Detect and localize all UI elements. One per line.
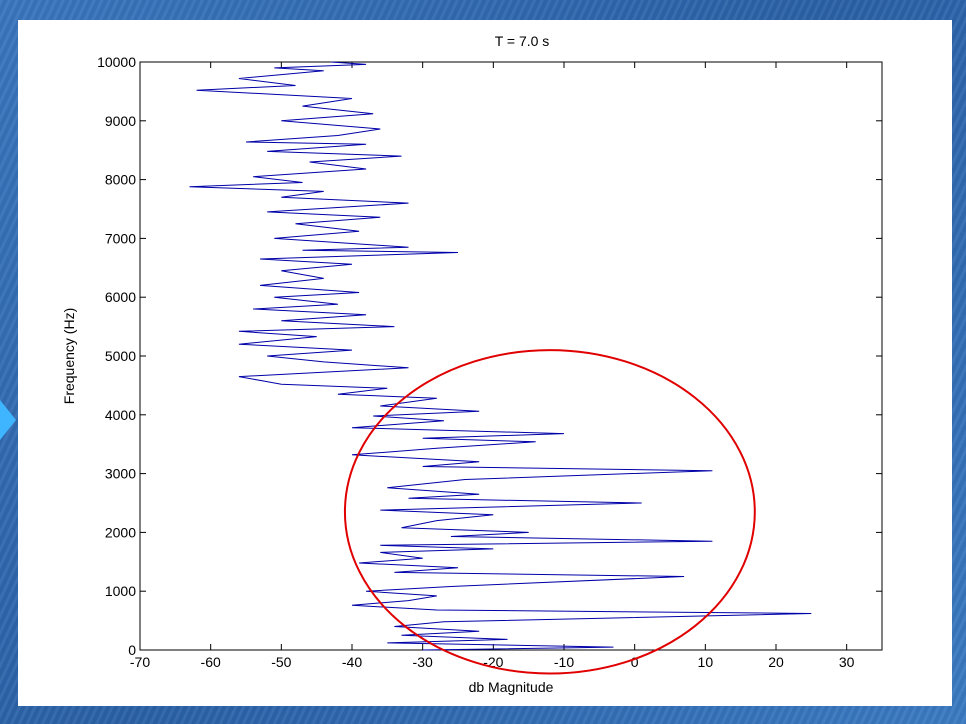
x-tick-label: -70 <box>130 654 150 670</box>
y-tick-label: 9000 <box>105 113 136 129</box>
y-tick-label: 5000 <box>105 348 136 364</box>
x-tick-label: -10 <box>554 654 574 670</box>
plot-frame <box>139 61 883 651</box>
x-tick-label: 0 <box>631 654 639 670</box>
x-tick-label: -60 <box>201 654 221 670</box>
y-axis: 0 1000 2000 3000 4000 5000 6000 7000 8000 9000 100… <box>97 54 882 658</box>
spectrum-chart: T = 7.0 s -70 -60 -50 -40 -30 -20 -10 0 10 20 30 0… <box>61 33 883 695</box>
x-tick-label: 10 <box>698 654 714 670</box>
y-tick-label: 6000 <box>105 289 136 305</box>
highlight-ellipse <box>343 349 756 675</box>
x-axis-label: db Magnitude <box>469 679 554 695</box>
y-tick-label: 7000 <box>105 230 136 246</box>
x-tick-label: -30 <box>413 654 433 670</box>
x-tick-label: -40 <box>342 654 362 670</box>
y-tick-label: 8000 <box>105 172 136 188</box>
y-tick-label: 2000 <box>105 524 136 540</box>
y-tick-label: 4000 <box>105 407 136 423</box>
y-tick-label: 0 <box>128 642 136 658</box>
y-tick-label: 10000 <box>97 54 136 70</box>
x-tick-label: 30 <box>839 654 855 670</box>
x-tick-label: 20 <box>768 654 784 670</box>
figure-canvas: T = 7.0 s -70 -60 -50 -40 -30 -20 -10 0 10 20 30 0… <box>18 20 952 706</box>
slide-arrow-marker <box>0 400 16 440</box>
y-tick-label: 3000 <box>105 466 136 482</box>
chart-title: T = 7.0 s <box>495 33 550 49</box>
x-axis: -70 -60 -50 -40 -30 -20 -10 0 10 20 30 <box>130 62 855 670</box>
spectrum-line <box>189 61 812 651</box>
x-tick-label: -50 <box>271 654 291 670</box>
y-tick-label: 1000 <box>105 583 136 599</box>
y-axis-label: Frequency (Hz) <box>61 308 77 404</box>
